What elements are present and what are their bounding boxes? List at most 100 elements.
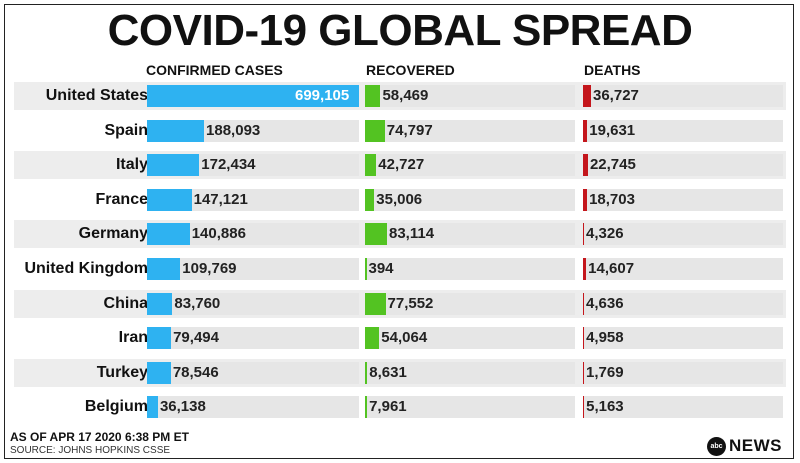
recovered-bar bbox=[365, 188, 375, 211]
table-row: United States 699,105 58,469 36,727 bbox=[14, 82, 786, 110]
deaths-cell-background bbox=[583, 396, 783, 419]
confirmed-cell-background bbox=[147, 361, 359, 384]
recovered-cell-background bbox=[365, 85, 575, 107]
confirmed-bar bbox=[147, 258, 181, 280]
deaths-bar bbox=[583, 327, 585, 350]
deaths-value-label: 5,163 bbox=[586, 398, 624, 416]
as-of-note: AS OF APR 17 2020 6:38 PM ET bbox=[10, 430, 189, 444]
confirmed-value-label: 188,093 bbox=[206, 121, 261, 139]
country-label: United Kingdom bbox=[24, 260, 148, 277]
confirmed-value-label: 78,546 bbox=[172, 363, 219, 381]
recovered-value-label: 83,114 bbox=[389, 225, 435, 243]
table-row: Germany 140,886 83,114 4,326 bbox=[14, 220, 786, 249]
recovered-cell-background bbox=[365, 154, 575, 177]
recovered-cell-background bbox=[365, 119, 575, 142]
deaths-bar bbox=[583, 361, 584, 384]
deaths-value-label: 1,769 bbox=[586, 363, 624, 381]
country-label: Spain bbox=[104, 121, 148, 139]
confirmed-bar bbox=[147, 223, 190, 246]
recovered-value-label: 35,006 bbox=[376, 190, 423, 208]
abc-news-logo: abc NEWS bbox=[707, 436, 782, 456]
deaths-cell-background bbox=[583, 85, 783, 107]
table-row: Iran 79,494 54,064 4,958 bbox=[14, 324, 786, 352]
country-label: Germany bbox=[78, 225, 148, 243]
recovered-cell-background bbox=[365, 258, 575, 280]
confirmed-value-label: 699,105 bbox=[295, 87, 350, 104]
news-logo-text: NEWS bbox=[729, 436, 782, 455]
deaths-bar bbox=[583, 292, 584, 315]
deaths-value-label: 18,703 bbox=[589, 190, 635, 208]
deaths-bar bbox=[583, 119, 588, 142]
confirmed-cell-background bbox=[147, 223, 359, 246]
recovered-bar bbox=[365, 396, 368, 419]
deaths-value-label: 22,745 bbox=[589, 156, 636, 174]
confirmed-bar bbox=[147, 188, 192, 211]
country-label: Belgium bbox=[84, 398, 148, 416]
confirmed-cell-background bbox=[147, 154, 359, 177]
recovered-cell-background bbox=[365, 361, 575, 384]
source-note: SOURCE: JOHNS HOPKINS CSSE bbox=[10, 445, 171, 456]
deaths-value-label: 36,727 bbox=[593, 87, 639, 104]
deaths-bar bbox=[583, 258, 587, 280]
confirmed-value-label: 109,769 bbox=[182, 260, 237, 277]
confirmed-value-label: 79,494 bbox=[173, 329, 219, 347]
recovered-value-label: 7,961 bbox=[369, 398, 407, 416]
recovered-cell-background bbox=[365, 223, 575, 246]
deaths-value-label: 4,636 bbox=[586, 294, 624, 312]
deaths-value-label: 19,631 bbox=[589, 121, 636, 139]
recovered-bar bbox=[365, 223, 387, 246]
deaths-bar bbox=[583, 154, 588, 177]
confirmed-cell-background bbox=[147, 292, 359, 315]
recovered-value-label: 74,797 bbox=[386, 121, 433, 139]
chart-title: COVID-19 GLOBAL SPREAD bbox=[107, 6, 693, 55]
table-row: Italy 172,434 42,727 22,745 bbox=[14, 151, 786, 180]
confirmed-bar bbox=[147, 292, 173, 315]
deaths-cell-background bbox=[583, 119, 783, 142]
deaths-cell-background bbox=[583, 327, 783, 350]
abc-logo-mark: abc bbox=[707, 436, 726, 456]
recovered-bar bbox=[365, 292, 386, 315]
deaths-cell-background bbox=[583, 258, 783, 280]
table-row: Turkey 78,546 8,631 1,769 bbox=[14, 358, 786, 387]
country-label: France bbox=[95, 190, 148, 208]
deaths-bar bbox=[583, 223, 584, 246]
recovered-bar bbox=[365, 361, 368, 384]
recovered-bar bbox=[365, 85, 381, 107]
confirmed-bar bbox=[147, 119, 205, 142]
header-confirmed: CONFIRMED CASES bbox=[146, 62, 283, 78]
recovered-cell-background bbox=[365, 292, 575, 315]
table-row: Belgium 36,138 7,961 5,163 bbox=[14, 393, 786, 421]
recovered-value-label: 58,469 bbox=[382, 87, 429, 104]
confirmed-cell-background bbox=[147, 396, 359, 419]
recovered-value-label: 394 bbox=[368, 260, 394, 277]
table-row: United Kingdom 109,769 394 14,607 bbox=[14, 255, 786, 283]
recovered-bar bbox=[365, 258, 367, 280]
confirmed-bar bbox=[147, 85, 359, 107]
country-label: China bbox=[103, 294, 148, 312]
country-label: Italy bbox=[115, 156, 148, 174]
deaths-bar bbox=[583, 396, 585, 419]
deaths-cell-background bbox=[583, 292, 783, 315]
deaths-bar bbox=[583, 85, 591, 107]
country-label: Iran bbox=[118, 329, 148, 347]
recovered-value-label: 77,552 bbox=[387, 294, 434, 312]
deaths-cell-background bbox=[583, 223, 783, 246]
deaths-value-label: 14,607 bbox=[588, 260, 635, 277]
confirmed-bar bbox=[147, 361, 171, 384]
recovered-cell-background bbox=[365, 188, 575, 211]
confirmed-cell-background bbox=[147, 258, 359, 280]
recovered-bar bbox=[365, 327, 380, 350]
chart-frame bbox=[4, 4, 794, 459]
table-row: Spain 188,093 74,797 19,631 bbox=[14, 117, 786, 145]
table-row: China 83,760 77,552 4,636 bbox=[14, 289, 786, 318]
deaths-cell-background bbox=[583, 154, 783, 177]
deaths-value-label: 4,958 bbox=[586, 329, 624, 347]
deaths-value-label: 4,326 bbox=[586, 225, 624, 243]
recovered-value-label: 42,727 bbox=[378, 156, 425, 174]
confirmed-bar bbox=[147, 327, 172, 350]
confirmed-value-label: 172,434 bbox=[201, 156, 256, 174]
deaths-cell-background bbox=[583, 188, 783, 211]
recovered-cell-background bbox=[365, 396, 575, 419]
confirmed-value-label: 147,121 bbox=[193, 190, 248, 208]
table-row: France 147,121 35,006 18,703 bbox=[14, 186, 786, 214]
